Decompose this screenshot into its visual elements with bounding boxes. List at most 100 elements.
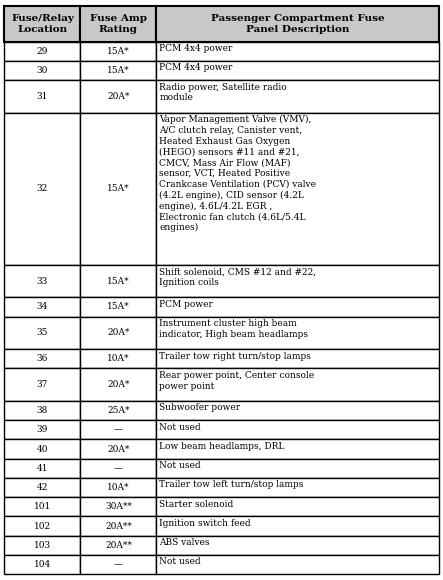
Text: 20A*: 20A* [107,92,130,101]
Bar [156,42,439,61]
Bar [80,401,156,420]
Text: Trailer tow left turn/stop lamps: Trailer tow left turn/stop lamps [159,480,304,490]
Bar [80,478,156,497]
Bar [4,349,80,368]
Bar [156,420,439,440]
Text: 15A*: 15A* [107,302,130,311]
Text: 15A*: 15A* [107,66,130,75]
Bar [156,516,439,536]
Bar [156,459,439,478]
Text: Rear power point, Center console
power point: Rear power point, Center console power p… [159,371,315,390]
Bar [4,317,80,349]
Text: 40: 40 [37,444,48,454]
Bar [156,478,439,497]
Bar [156,113,439,264]
Bar [80,349,156,368]
Text: Shift solenoid, CMS #12 and #22,
Ignition coils: Shift solenoid, CMS #12 and #22, Ignitio… [159,267,316,287]
Bar [156,298,439,317]
Text: 25A*: 25A* [107,406,130,415]
Text: PCM power: PCM power [159,300,213,309]
Bar [156,497,439,516]
Text: PCM 4x4 power: PCM 4x4 power [159,44,233,53]
Bar [80,536,156,555]
Bar [80,42,156,61]
Bar [156,61,439,80]
Bar [80,61,156,80]
Bar [156,401,439,420]
Bar [80,6,156,42]
Text: 32: 32 [37,184,48,193]
Text: Starter solenoid: Starter solenoid [159,500,233,509]
Bar [80,264,156,298]
Bar [4,516,80,536]
Text: 37: 37 [37,380,48,389]
Text: 36: 36 [37,354,48,363]
Bar [80,497,156,516]
Bar [4,478,80,497]
Bar [80,516,156,536]
Text: 30: 30 [37,66,48,75]
Bar [80,459,156,478]
Text: 20A*: 20A* [107,380,130,389]
Bar [4,298,80,317]
Bar [156,264,439,298]
Bar [156,317,439,349]
Bar [4,440,80,459]
Bar [4,497,80,516]
Text: Not used: Not used [159,557,201,567]
Bar [80,420,156,440]
Text: 39: 39 [37,425,48,434]
Text: Not used: Not used [159,461,201,470]
Bar [4,264,80,298]
Text: 35: 35 [37,328,48,338]
Bar [156,440,439,459]
Text: 20A**: 20A** [105,521,132,531]
Bar [156,80,439,113]
Text: 29: 29 [37,47,48,56]
Text: 10A*: 10A* [107,483,130,492]
Text: 42: 42 [37,483,48,492]
Text: Fuse Amp
Rating: Fuse Amp Rating [90,14,147,34]
Text: 33: 33 [37,277,48,285]
Text: Passenger Compartment Fuse
Panel Description: Passenger Compartment Fuse Panel Descrip… [211,14,384,34]
Text: 20A**: 20A** [105,541,132,550]
Text: Vapor Management Valve (VMV),
A/C clutch relay, Canister vent,
Heated Exhaust Ga: Vapor Management Valve (VMV), A/C clutch… [159,115,316,233]
Text: Trailer tow right turn/stop lamps: Trailer tow right turn/stop lamps [159,351,311,361]
Text: 15A*: 15A* [107,47,130,56]
Bar [4,42,80,61]
Bar [156,536,439,555]
Text: 31: 31 [37,92,48,101]
Bar [4,555,80,574]
Text: Fuse/Relay
Location: Fuse/Relay Location [11,14,74,34]
Bar [4,401,80,420]
Bar [80,555,156,574]
Text: 15A*: 15A* [107,277,130,285]
Bar [4,80,80,113]
Text: Radio power, Satellite radio
module: Radio power, Satellite radio module [159,83,287,103]
Text: 15A*: 15A* [107,184,130,193]
Text: 38: 38 [37,406,48,415]
Bar [156,349,439,368]
Text: Not used: Not used [159,423,201,432]
Text: —: — [114,464,123,473]
Bar [80,113,156,264]
Bar [4,536,80,555]
Bar [80,298,156,317]
Bar [4,113,80,264]
Bar [4,368,80,401]
Text: Instrument cluster high beam
indicator, High beam headlamps: Instrument cluster high beam indicator, … [159,319,308,339]
Bar [4,459,80,478]
Bar [80,317,156,349]
Text: 103: 103 [34,541,51,550]
Bar [80,80,156,113]
Bar [4,6,80,42]
Text: 20A*: 20A* [107,328,130,338]
Text: 30A**: 30A** [105,502,132,512]
Bar [156,368,439,401]
Text: 34: 34 [37,302,48,311]
Bar [156,6,439,42]
Text: —: — [114,425,123,434]
Text: Low beam headlamps, DRL: Low beam headlamps, DRL [159,442,285,451]
Text: 104: 104 [34,560,51,569]
Bar [156,555,439,574]
